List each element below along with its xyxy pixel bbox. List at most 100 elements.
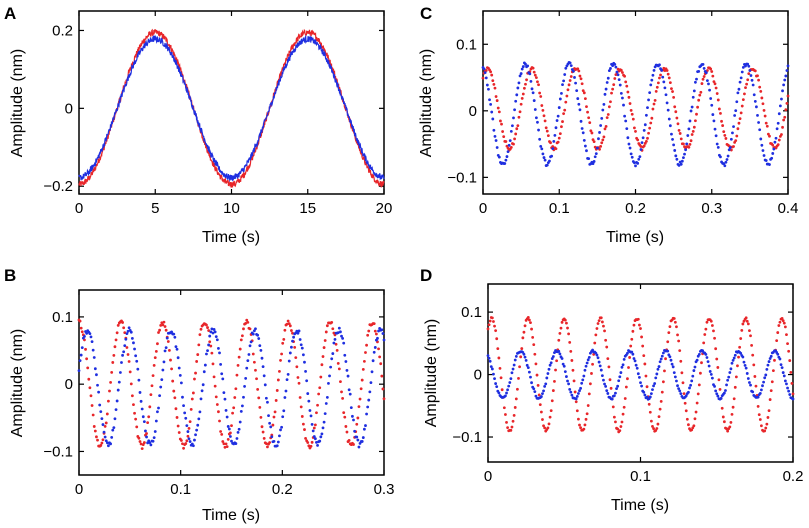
panel-d-red-point bbox=[718, 388, 722, 391]
panel-b-blue-point bbox=[191, 444, 195, 448]
panel-c-blue-point bbox=[674, 154, 678, 158]
panel-d-blue-point bbox=[658, 360, 662, 364]
panel-d-blue-point bbox=[526, 366, 530, 370]
panel-c-blue-point bbox=[483, 71, 487, 74]
panel-b-blue-point bbox=[381, 332, 385, 335]
panel-d-blue-point bbox=[582, 374, 586, 378]
panel-d-blue-point bbox=[714, 389, 718, 393]
panel-b-blue-point bbox=[177, 366, 181, 370]
panel-c-red-point bbox=[766, 132, 770, 136]
panel-c-red-point bbox=[583, 97, 587, 101]
panel-b-blue-point bbox=[290, 345, 293, 349]
panel-b-blue-point bbox=[221, 377, 225, 381]
panel-b-red-point bbox=[356, 416, 360, 420]
panel-c-blue-point bbox=[736, 91, 740, 95]
panel-b-red-point bbox=[185, 439, 189, 443]
panel-b-red-point bbox=[235, 373, 239, 377]
panel-c-red-point bbox=[670, 87, 673, 91]
panel-d-blue-point bbox=[583, 368, 587, 372]
panel-c-blue-point bbox=[619, 91, 623, 95]
panel-c-red-point bbox=[582, 91, 586, 95]
panel-c-red-point bbox=[621, 71, 624, 74]
panel-d-red-point bbox=[630, 337, 634, 341]
panel-b-red-point bbox=[272, 415, 276, 419]
panel-b-red-point bbox=[219, 430, 223, 433]
panel-b-red-point bbox=[190, 397, 194, 401]
panel-d-blue-point bbox=[561, 362, 565, 366]
panel-b-blue-point bbox=[100, 417, 104, 421]
panel-d-red-point bbox=[632, 323, 636, 327]
panel-b-red-point bbox=[278, 369, 281, 373]
panel-b-blue-point bbox=[380, 328, 384, 332]
panel-c-red-point bbox=[760, 96, 764, 100]
panel-c-red-point bbox=[785, 102, 789, 105]
panel-b-red-point bbox=[280, 352, 284, 356]
panel-c-red-point bbox=[746, 78, 750, 82]
panel-c-red-point bbox=[561, 120, 564, 123]
panel-d-blue-point bbox=[616, 384, 620, 388]
panel-d-red-point bbox=[584, 417, 588, 421]
panel-b-blue-point bbox=[223, 397, 227, 401]
panel-c-red-point bbox=[551, 145, 555, 148]
panel-b-red-point bbox=[236, 364, 240, 367]
panel-d-red-point bbox=[778, 320, 782, 324]
panel-d-red-point bbox=[591, 362, 594, 366]
panel-c-red-point bbox=[517, 115, 521, 119]
panel-d-red-point bbox=[486, 327, 490, 331]
panel-d-blue-point bbox=[605, 389, 609, 393]
panel-b-red-point bbox=[242, 327, 245, 331]
panel-c-blue-point bbox=[644, 113, 648, 117]
panel-c-blue-point bbox=[714, 134, 718, 138]
panel-b-red-point bbox=[80, 330, 84, 334]
panel-c-red-point bbox=[747, 72, 751, 75]
panel-c-blue-point bbox=[758, 128, 762, 132]
panel-c-red-point bbox=[636, 138, 640, 142]
panel-c-red-point bbox=[494, 95, 498, 98]
panel-d-red-point bbox=[710, 324, 714, 327]
panel-b-blue-point bbox=[226, 425, 230, 428]
panel-c-red-point bbox=[588, 121, 592, 125]
panel-c-blue-point bbox=[489, 103, 493, 106]
panel-c-blue-point bbox=[601, 108, 605, 112]
panel-c-red-point bbox=[782, 118, 786, 122]
panel-b-red-point bbox=[156, 342, 159, 346]
panel-b-blue-point bbox=[176, 356, 180, 360]
panel-b-red-point bbox=[121, 321, 124, 324]
panel-c-red-point bbox=[647, 131, 650, 135]
panel-c-red-point bbox=[626, 90, 630, 94]
panel-d-blue-point bbox=[666, 349, 670, 353]
panel-b-red-point bbox=[312, 426, 316, 430]
panel-c-red-point bbox=[534, 76, 538, 79]
panel-d-red-point bbox=[636, 317, 640, 321]
panel-c-blue-point bbox=[617, 78, 621, 82]
panel-c-red-point bbox=[481, 76, 485, 80]
panel-c-red-point bbox=[675, 116, 679, 120]
panel-d-red-point bbox=[578, 423, 581, 427]
panel-c-blue-point bbox=[488, 98, 491, 102]
panel-c-red-point bbox=[721, 124, 725, 127]
panel-c-blue-point bbox=[487, 87, 490, 91]
panel-b-red-point bbox=[100, 441, 104, 445]
panel-d-red-point bbox=[661, 380, 665, 384]
panel-c-red-point bbox=[762, 108, 766, 112]
panel-d-blue-point bbox=[679, 392, 683, 396]
panel-d-red-point bbox=[621, 412, 625, 416]
panel-d-red-point bbox=[641, 344, 645, 348]
panel-c-blue-point bbox=[705, 79, 709, 82]
panel-d-blue-point bbox=[697, 352, 701, 356]
panel-b-blue-point bbox=[254, 327, 257, 331]
panel-b-blue-point bbox=[158, 394, 162, 398]
panel-d-red-point bbox=[605, 345, 609, 349]
panel-c-blue-point bbox=[680, 159, 684, 163]
panel-d-red-point bbox=[495, 337, 499, 341]
panel-d-blue-point bbox=[687, 390, 690, 394]
panel-b-blue-point bbox=[308, 409, 312, 412]
panel-b-red-point bbox=[264, 442, 268, 446]
panel-d-red-point bbox=[588, 382, 592, 386]
panel-c-red-point bbox=[612, 83, 616, 87]
panel-c-blue-point bbox=[568, 61, 572, 65]
panel-b-red-point bbox=[246, 320, 250, 324]
panel-b-blue-point bbox=[339, 330, 342, 334]
panel-c-blue-point bbox=[777, 112, 781, 116]
panel-b-blue-point bbox=[83, 335, 86, 338]
